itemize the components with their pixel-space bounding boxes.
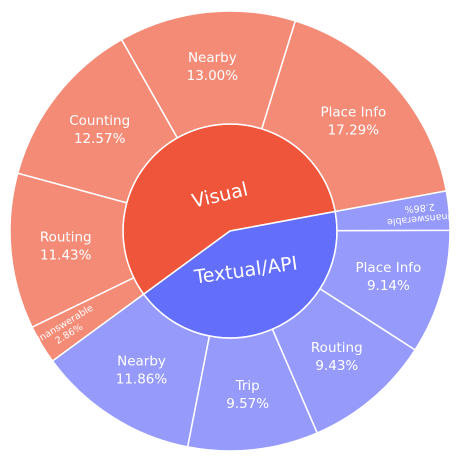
slice-label-textual-api-trip: Trip: [235, 378, 260, 394]
slice-label-visual-nearby: Nearby: [188, 50, 237, 66]
slice-pct-visual-nearby: 13.00%: [187, 68, 239, 84]
slice-label-visual-place-info: Place Info: [320, 104, 386, 120]
outer-sector-visual-counting[interactable]: [16, 38, 179, 204]
slice-label-textual-api-nearby: Nearby: [117, 353, 166, 369]
slice-label-textual-api-place-info: Place Info: [356, 260, 422, 276]
slice-pct-textual-api-trip: 9.57%: [226, 396, 269, 412]
slice-pct-textual-api-unanswerable: 2.86%: [404, 201, 435, 215]
slice-pct-textual-api-routing: 9.43%: [315, 358, 358, 374]
slice-pct-textual-api-place-info: 9.14%: [367, 278, 410, 294]
slice-label-visual-routing: Routing: [40, 229, 92, 245]
slice-label-visual-counting: Counting: [69, 113, 130, 129]
slice-pct-visual-counting: 12.57%: [74, 131, 126, 147]
outer-sector-visual-place-info[interactable]: [260, 19, 448, 213]
outer-sector-textual-api-unanswerable[interactable]: [334, 190, 451, 232]
slice-pct-visual-routing: 11.43%: [40, 247, 92, 263]
slice-label-textual-api-routing: Routing: [311, 340, 363, 356]
slice-pct-textual-api-nearby: 11.86%: [116, 371, 168, 387]
slice-pct-visual-place-info: 17.29%: [328, 122, 380, 138]
